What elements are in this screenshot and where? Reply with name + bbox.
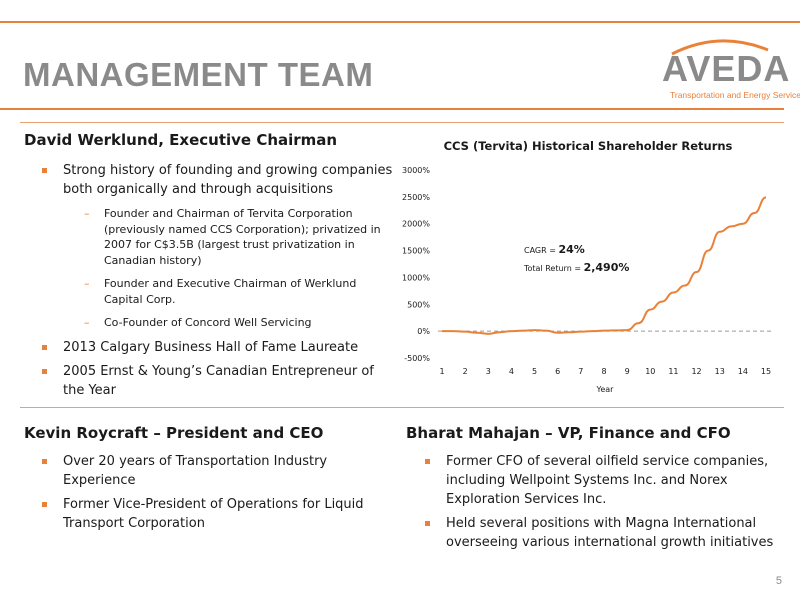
werklund-sub-bullet-3: Co-Founder of Concord Well Servicing <box>84 315 386 331</box>
x-tick-label: 8 <box>601 367 606 376</box>
header-rule <box>0 108 784 110</box>
series-line <box>441 196 767 335</box>
section-divider-rule <box>20 407 784 408</box>
logo-arc-icon <box>671 39 769 56</box>
x-tick-label: 7 <box>578 367 583 376</box>
roycraft-bullet-1: Over 20 years of Transportation Industry… <box>42 452 363 490</box>
total-return-annotation: Total Return = 2,490% <box>523 261 629 274</box>
logo-tagline: Transportation and Energy Services <box>670 90 800 100</box>
shareholder-returns-chart: CCS (Tervita) Historical Shareholder Ret… <box>402 139 772 394</box>
x-tick-label: 1 <box>439 367 444 376</box>
y-tick-label: 2500% <box>402 193 430 202</box>
x-tick-label: 10 <box>645 367 655 376</box>
y-tick-label: -500% <box>404 354 430 363</box>
roycraft-bullet-2: Former Vice-President of Operations for … <box>42 495 373 533</box>
content-top-rule <box>20 122 784 123</box>
werklund-sub-bullet-1: Founder and Chairman of Tervita Corporat… <box>84 206 386 268</box>
x-tick-label: 13 <box>715 367 725 376</box>
y-tick-label: 1000% <box>402 273 430 282</box>
mahajan-bullet-2: Held several positions with Magna Intern… <box>425 514 781 552</box>
aveda-logo: AVEDA Transportation and Energy Services <box>660 36 800 106</box>
werklund-bullet-3: 2005 Ernst & Young’s Canadian Entreprene… <box>42 362 393 400</box>
roycraft-heading: Kevin Roycraft – President and CEO <box>24 424 324 442</box>
y-tick-label: 1500% <box>402 247 430 256</box>
x-tick-label: 9 <box>625 367 630 376</box>
x-tick-label: 12 <box>691 367 701 376</box>
x-tick-label: 2 <box>463 367 468 376</box>
werklund-bullet-2: 2013 Calgary Business Hall of Fame Laure… <box>42 338 393 357</box>
werklund-sub-bullet-2: Founder and Executive Chairman of Werklu… <box>84 276 386 307</box>
mahajan-heading: Bharat Mahajan – VP, Finance and CFO <box>406 424 731 442</box>
x-tick-label: 5 <box>532 367 537 376</box>
chart-title: CCS (Tervita) Historical Shareholder Ret… <box>444 139 733 153</box>
logo-wordmark: AVEDA <box>662 48 791 89</box>
x-tick-label: 11 <box>668 367 678 376</box>
page-number: 5 <box>775 575 782 587</box>
top-accent-rule <box>0 21 800 23</box>
x-axis-label: Year <box>596 385 615 394</box>
y-tick-label: 3000% <box>402 166 430 175</box>
x-tick-label: 3 <box>486 367 491 376</box>
x-tick-label: 4 <box>509 367 514 376</box>
y-tick-label: 500% <box>407 300 430 309</box>
y-tick-label: 0% <box>417 327 430 336</box>
x-tick-label: 15 <box>761 367 771 376</box>
x-tick-label: 6 <box>555 367 560 376</box>
mahajan-bullet-1: Former CFO of several oilfield service c… <box>425 452 776 509</box>
y-tick-label: 2000% <box>402 220 430 229</box>
x-tick-label: 14 <box>738 367 748 376</box>
slide-title: MANAGEMENT TEAM <box>23 56 374 93</box>
werklund-bullet-1: Strong history of founding and growing c… <box>42 163 393 197</box>
werklund-heading: David Werklund, Executive Chairman <box>24 131 338 149</box>
cagr-annotation: CAGR = 24% <box>524 243 585 256</box>
